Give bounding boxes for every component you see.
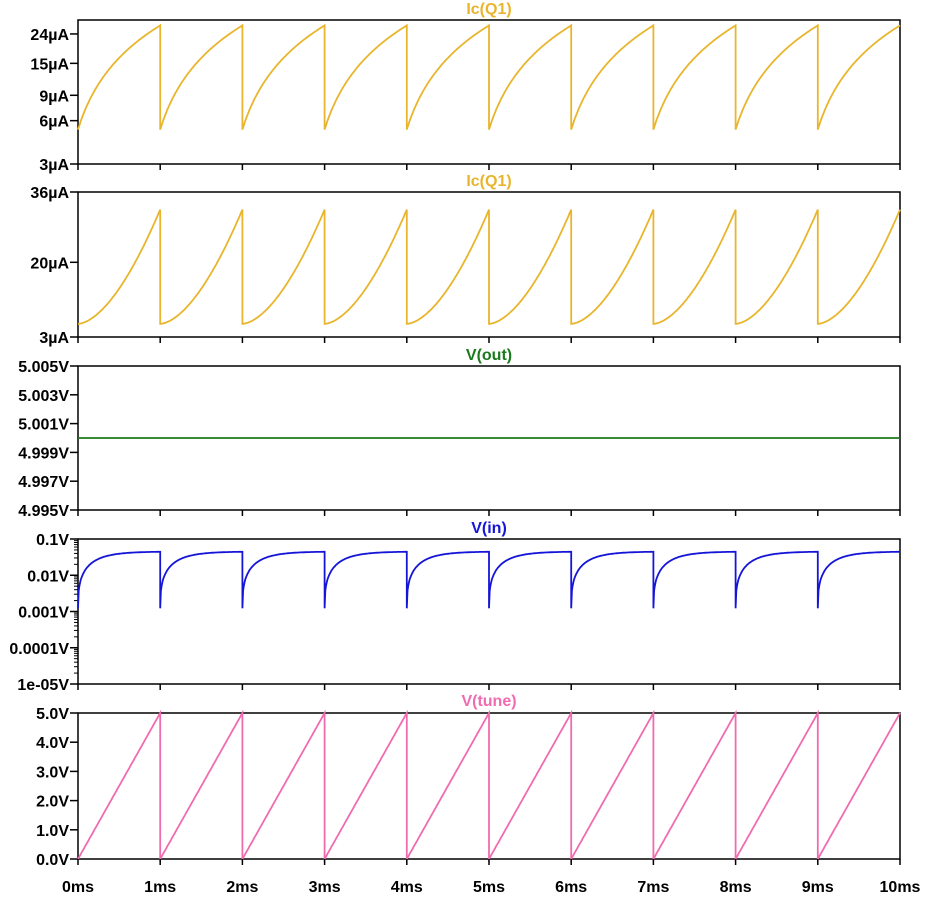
x-tick-label: 0ms xyxy=(62,879,94,896)
y-tick-label: 4.999V xyxy=(18,445,69,462)
y-tick-label: 0.1V xyxy=(36,532,69,549)
y-tick-label: 5.003V xyxy=(18,388,69,405)
y-tick-label: 4.997V xyxy=(18,474,69,491)
x-tick-label: 8ms xyxy=(720,879,752,896)
x-tick-label: 5ms xyxy=(473,879,505,896)
y-tick-label: 1e-05V xyxy=(17,677,69,694)
y-tick-label: 24µA xyxy=(30,27,69,44)
y-tick-label: 6µA xyxy=(39,114,69,131)
y-tick-label: 5.005V xyxy=(18,359,69,376)
x-tick-label: 2ms xyxy=(226,879,258,896)
y-tick-label: 3µA xyxy=(39,330,69,347)
y-tick-label: 15µA xyxy=(30,56,69,73)
plot-title: Ic(Q1) xyxy=(466,1,511,18)
y-tick-label: 36µA xyxy=(30,185,69,202)
series-line xyxy=(77,23,901,130)
x-tick-label: 7ms xyxy=(637,879,669,896)
y-tick-label: 3µA xyxy=(39,157,69,174)
y-tick-label: 0.001V xyxy=(18,605,69,622)
y-tick-label: 20µA xyxy=(30,255,69,272)
y-tick-label: 0.0001V xyxy=(9,641,69,658)
y-tick-label: 5.001V xyxy=(18,417,69,434)
y-tick-label: 1.0V xyxy=(36,823,69,840)
y-tick-label: 4.0V xyxy=(36,735,69,752)
series-line xyxy=(77,709,901,863)
x-tick-label: 3ms xyxy=(309,879,341,896)
y-tick-label: 0.01V xyxy=(27,568,69,585)
x-tick-label: 4ms xyxy=(391,879,423,896)
y-tick-label: 2.0V xyxy=(36,794,69,811)
y-tick-label: 5.0V xyxy=(36,706,69,723)
series-line xyxy=(77,550,900,609)
y-tick-label: 0.0V xyxy=(36,852,69,869)
plot-title: V(tune) xyxy=(461,693,516,710)
x-tick-label: 9ms xyxy=(802,879,834,896)
series-line xyxy=(78,209,901,325)
x-tick-label: 6ms xyxy=(555,879,587,896)
plot-title: Ic(Q1) xyxy=(466,173,511,190)
x-tick-label: 1ms xyxy=(144,879,176,896)
plot-title: V(in) xyxy=(471,520,507,537)
plot-title: V(out) xyxy=(466,347,512,364)
y-tick-label: 4.995V xyxy=(18,503,69,520)
y-tick-label: 9µA xyxy=(39,88,69,105)
x-tick-label: 10ms xyxy=(880,879,921,896)
y-tick-label: 3.0V xyxy=(36,764,69,781)
